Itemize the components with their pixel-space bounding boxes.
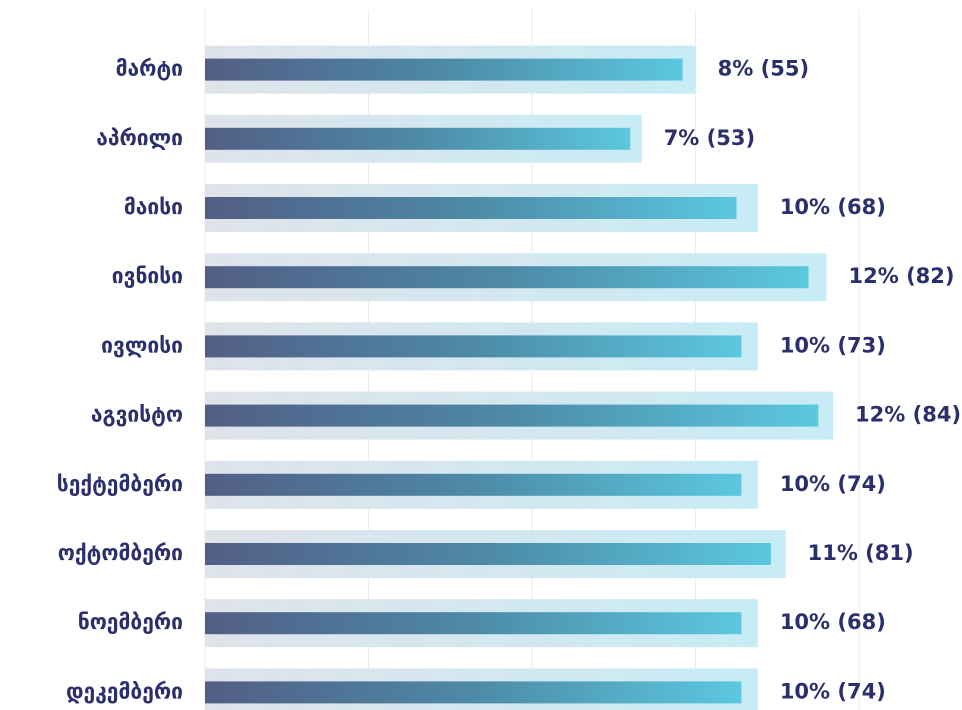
bar-label: 10% (74)	[780, 679, 886, 703]
bar-label: 11% (81)	[808, 541, 914, 565]
bar-label: 10% (68)	[780, 610, 886, 634]
inner-bar	[205, 127, 631, 150]
bar-label: 12% (84)	[855, 403, 961, 427]
category-label: მაისი	[124, 195, 183, 219]
inner-bar	[205, 58, 683, 81]
category-label: ივნისი	[112, 264, 183, 288]
bar-label: 7% (53)	[664, 126, 755, 150]
category-label: ოქტომბერი	[58, 541, 183, 565]
bar-label: 10% (68)	[780, 195, 886, 219]
inner-bar	[205, 612, 742, 635]
inner-bar	[205, 197, 737, 219]
category-label: სექტემბერი	[57, 472, 183, 496]
inner-bar	[205, 473, 742, 496]
bar-label: 10% (73)	[780, 333, 886, 357]
bar-label: 8% (55)	[718, 57, 809, 81]
category-label: ივლისი	[101, 333, 183, 357]
inner-bar	[205, 404, 819, 427]
category-label: დეკემბერი	[66, 679, 183, 703]
category-label: აგვისტო	[91, 403, 183, 427]
inner-bar	[205, 681, 742, 704]
inner-bar	[205, 543, 771, 565]
inner-bar	[205, 335, 742, 358]
category-label: მარტი	[116, 57, 183, 81]
category-label: ნოემბერი	[78, 610, 183, 634]
category-label: აპრილი	[96, 126, 183, 150]
bar-label: 10% (74)	[780, 472, 886, 496]
inner-bar	[205, 266, 809, 289]
bar-label: 12% (82)	[849, 264, 955, 288]
